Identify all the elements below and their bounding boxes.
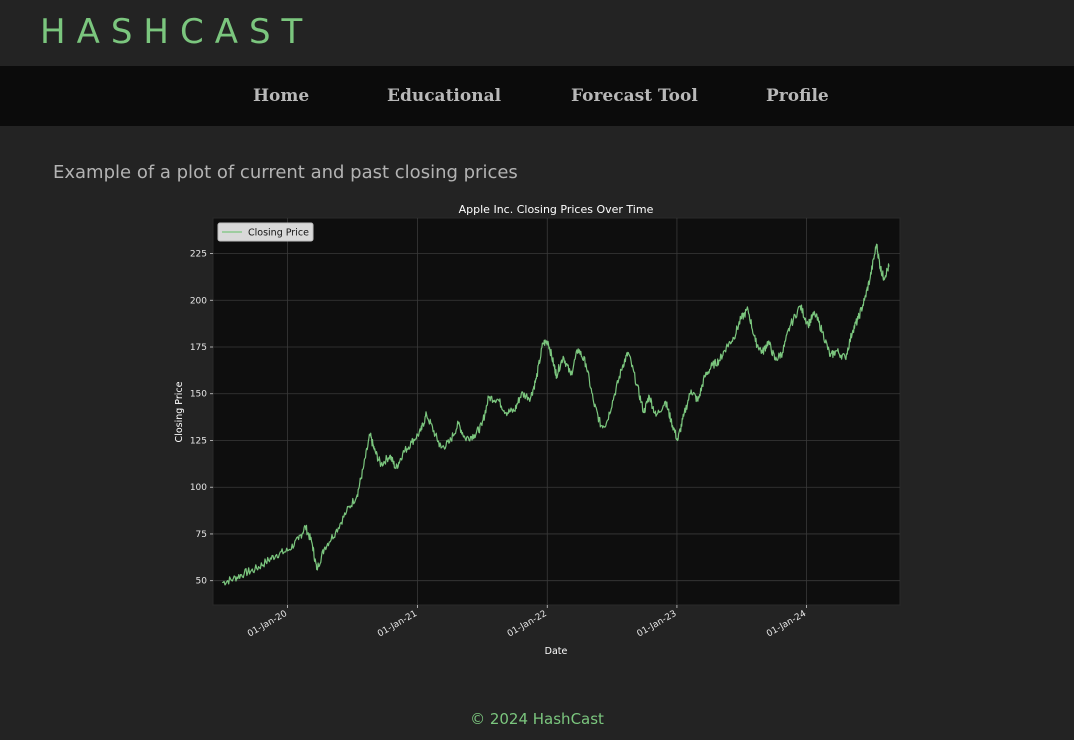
nav-educational[interactable]: Educational <box>387 86 502 106</box>
y-tick-label: 50 <box>196 577 208 587</box>
y-tick-label: 75 <box>196 530 207 540</box>
nav-home[interactable]: Home <box>253 86 310 106</box>
y-tick-label: 125 <box>190 436 207 446</box>
x-axis-label: Date <box>545 646 568 657</box>
chart-title: Apple Inc. Closing Prices Over Time <box>459 203 654 216</box>
chart-legend: Closing Price <box>217 222 314 242</box>
site-header: HASHCAST <box>0 0 1074 66</box>
series-line-group <box>222 243 890 586</box>
legend-label: Closing Price <box>248 228 309 239</box>
series-line-closing-price <box>222 243 890 586</box>
x-tick-label: 01-Jan-24 <box>765 609 808 640</box>
section-heading: Example of a plot of current and past cl… <box>53 162 518 183</box>
x-tick-label: 01-Jan-23 <box>636 609 679 640</box>
y-tick-label: 175 <box>190 343 207 353</box>
y-tick-label: 225 <box>190 250 207 260</box>
nav-profile[interactable]: Profile <box>766 86 829 106</box>
closing-price-chart: 50 75 100 125 150 175 200 225 01-Jan-20 01-Jan-21… <box>174 203 901 657</box>
main-nav: Home Educational Forecast Tool Profile <box>0 66 1074 126</box>
x-tick-label: 01-Jan-21 <box>376 609 419 640</box>
y-axis-label: Closing Price <box>174 381 185 442</box>
legend-box <box>217 222 314 242</box>
grid-lines <box>213 218 900 605</box>
footer-copyright: © 2024 HashCast <box>470 710 604 728</box>
y-tick-label: 100 <box>190 483 207 493</box>
x-tick-label: 01-Jan-22 <box>506 609 549 640</box>
nav-forecast-tool[interactable]: Forecast Tool <box>571 86 698 106</box>
x-tick-label: 01-Jan-20 <box>246 609 289 640</box>
plot-area <box>212 217 901 606</box>
y-tick-label: 150 <box>190 390 207 400</box>
brand-logo[interactable]: HASHCAST <box>40 12 314 52</box>
y-tick-label: 200 <box>190 296 207 306</box>
